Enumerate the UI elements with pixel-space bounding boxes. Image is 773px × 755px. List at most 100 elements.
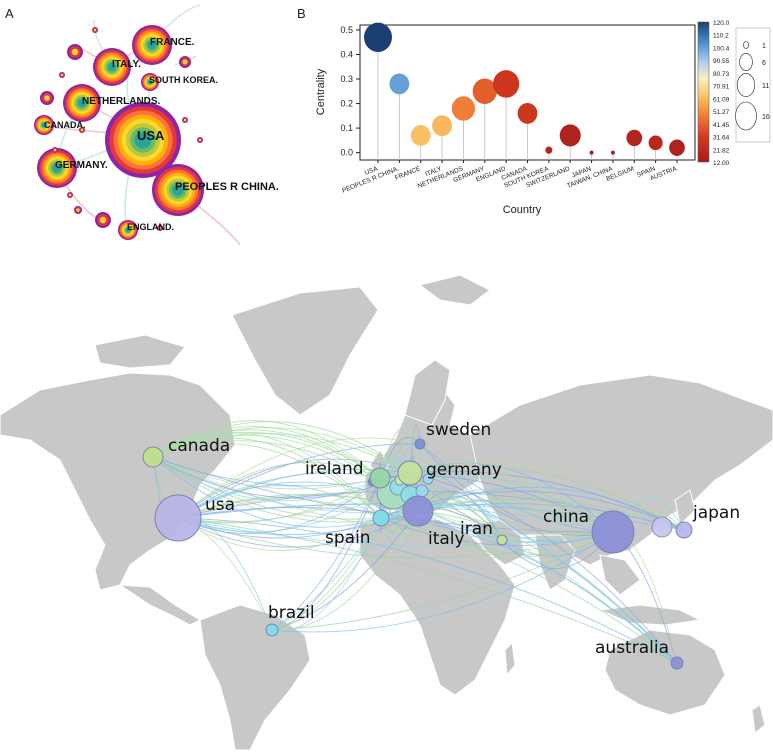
bubble xyxy=(472,78,497,105)
land-greenland xyxy=(231,286,379,416)
collaboration-link xyxy=(417,510,614,556)
land-south-america xyxy=(199,604,311,751)
color-bar-tick: 100.4 xyxy=(713,45,730,52)
node-ring xyxy=(93,28,97,32)
collaboration-link xyxy=(409,472,614,543)
bubble xyxy=(389,73,410,95)
collaboration-link xyxy=(380,517,678,664)
collaboration-link xyxy=(152,456,381,490)
collaboration-link xyxy=(152,432,382,519)
map-label-iran: iran xyxy=(460,519,493,539)
node-label-netherlands: NETHERLANDS. xyxy=(82,96,161,107)
collaboration-link xyxy=(177,507,503,541)
node-label-usa: USA xyxy=(137,128,165,143)
bubble xyxy=(493,70,520,98)
collaboration-link xyxy=(177,517,614,559)
collaboration-link xyxy=(417,510,614,544)
country-node-japan xyxy=(675,521,693,539)
country-node-canada xyxy=(142,446,164,468)
collaboration-link xyxy=(417,499,614,533)
network-node-italy xyxy=(93,48,131,86)
y-axis-ticks: 0.5 0.4 0.3 0.2 0.1 0.0 xyxy=(340,25,360,158)
x-axis-label: Country xyxy=(503,204,542,216)
network-node-minor xyxy=(95,212,111,228)
collaboration-link xyxy=(177,510,419,548)
size-legend-bubble xyxy=(739,53,753,71)
land-antarctic-edge xyxy=(418,274,491,306)
collaboration-link xyxy=(152,456,381,502)
network-labels: FRANCE. ITALY. SOUTH KOREA. NETHERLANDS.… xyxy=(44,37,279,232)
country-labels: canada usa sweden ireland germany spain … xyxy=(168,420,740,658)
collaboration-link xyxy=(409,472,614,534)
collaboration-link xyxy=(152,421,411,474)
land-japan xyxy=(674,489,696,527)
node-ring xyxy=(80,128,84,132)
node-ring xyxy=(147,40,157,50)
x-tick-label: USA xyxy=(364,165,380,177)
color-bar xyxy=(697,21,710,163)
collaboration-link xyxy=(419,443,614,536)
bubble xyxy=(451,96,476,121)
node-label-canada: CANADA. xyxy=(44,120,86,130)
network-node-minor xyxy=(157,225,163,231)
node-ring xyxy=(77,98,87,108)
country-node-germany xyxy=(397,460,423,486)
node-ring xyxy=(158,226,162,230)
collaboration-link xyxy=(271,517,382,631)
network-node-south-korea xyxy=(141,73,159,91)
color-bar-tick: 31.64 xyxy=(713,135,730,142)
bubble xyxy=(517,102,538,124)
collaboration-link xyxy=(177,517,382,551)
node-label-italy: ITALY. xyxy=(112,59,141,70)
node-ring xyxy=(125,227,131,233)
country-network: FRANCE. ITALY. SOUTH KOREA. NETHERLANDS.… xyxy=(34,4,279,246)
panel-b-letter: B xyxy=(297,6,306,21)
network-node-netherlands xyxy=(63,84,101,122)
country-nodes xyxy=(142,438,693,670)
color-bar-tick: 80.73 xyxy=(713,71,730,78)
node-ring xyxy=(107,62,117,72)
color-bar-tick: 70.91 xyxy=(713,84,730,91)
node-ring xyxy=(41,122,47,128)
y-axis-label: Centrality xyxy=(315,68,327,115)
land-central-america xyxy=(118,584,202,626)
country-node-italy xyxy=(402,495,434,527)
network-node-peoples-r-china xyxy=(152,164,204,216)
node-ring xyxy=(53,148,57,152)
collaboration-link xyxy=(177,477,381,534)
node-ring xyxy=(198,138,202,142)
size-legend-bubble xyxy=(743,41,749,49)
color-bar-tick: 110.2 xyxy=(713,33,729,40)
node-label-germany: GERMANY. xyxy=(55,160,108,171)
y-tick-label: 0.1 xyxy=(340,123,353,133)
node-ring xyxy=(182,59,188,65)
node-ring xyxy=(44,95,50,101)
size-legend-label: 11 xyxy=(762,83,769,90)
network-node-france xyxy=(132,25,172,65)
size-legend-bubble xyxy=(736,73,756,97)
network-node-minor xyxy=(182,117,188,123)
land-madagascar xyxy=(504,641,516,677)
node-ring xyxy=(172,184,184,196)
node-ring xyxy=(134,131,152,149)
land-australia xyxy=(604,629,726,716)
network-node-minor xyxy=(67,44,83,60)
collaboration-link xyxy=(152,442,382,519)
country-node-minor xyxy=(651,516,673,538)
network-node-minor xyxy=(67,192,73,198)
node-ring xyxy=(99,216,107,224)
map-label-italy: italy xyxy=(428,529,465,549)
network-nodes xyxy=(34,25,204,240)
network-node-minor xyxy=(197,137,203,143)
map-label-ireland: ireland xyxy=(305,459,364,479)
network-node-minor xyxy=(59,72,65,78)
network-node-germany xyxy=(37,148,77,188)
collaboration-link xyxy=(177,517,678,664)
collaboration-link xyxy=(177,517,382,539)
collaboration-link xyxy=(177,517,614,547)
network-node-minor xyxy=(40,91,54,105)
color-scale-legend: 120.0 110.2 100.4 90.55 80.73 70.91 61.09 51.27… xyxy=(697,20,730,167)
